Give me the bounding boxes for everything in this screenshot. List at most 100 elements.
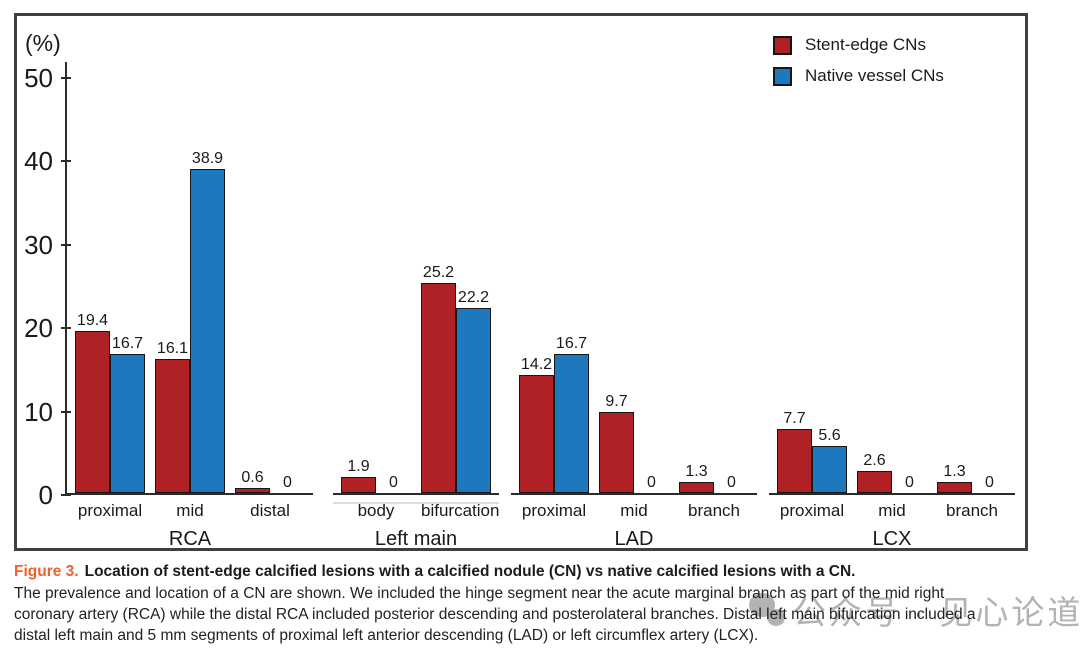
bar-pair: 19.4 16.7 xyxy=(75,312,145,493)
group-label: RCA xyxy=(168,528,212,550)
y-tick-label: 0 xyxy=(38,480,53,510)
bar-pair: 1.9 0 xyxy=(341,458,411,493)
bar xyxy=(190,168,225,493)
bar-column: 22.2 xyxy=(456,264,491,493)
bar xyxy=(554,353,589,493)
bar-column: 1.3 xyxy=(679,463,714,493)
bar xyxy=(679,482,714,493)
watermark: 公众号 · 见心论道 xyxy=(748,586,1080,634)
group-label: LAD xyxy=(614,528,654,550)
bar xyxy=(812,446,847,493)
y-axis-unit-label: (%) xyxy=(25,30,61,56)
y-tick-label: 10 xyxy=(24,396,53,427)
bar-column: 0 xyxy=(270,469,305,493)
bar-group-lad: 14.2 16.7 9.7 0 1.3 0 proximal mid branch LAD xyxy=(511,78,757,551)
bar-group-left-main: 1.9 0 25.2 22.2 body bifurcation Left main xyxy=(333,78,499,551)
category-label: mid xyxy=(620,501,648,520)
bar-column: 7.7 xyxy=(777,410,812,493)
bar-column: 16.7 xyxy=(110,312,145,493)
legend-item: Native vessel CNs xyxy=(773,66,944,86)
bar-pair: 2.6 0 xyxy=(857,452,927,493)
bar-column: 2.6 xyxy=(857,452,892,493)
bar-column: 0.6 xyxy=(235,469,270,493)
bar-value-label: 0.6 xyxy=(241,469,264,486)
bar-value-label: 16.7 xyxy=(555,334,588,352)
y-tick-mark xyxy=(61,494,71,496)
bar xyxy=(599,412,634,493)
y-tick-mark xyxy=(61,160,71,163)
bar-value-label: 16.1 xyxy=(156,339,189,357)
bar-column: 16.7 xyxy=(554,335,589,493)
legend: Stent-edge CNs Native vessel CNs xyxy=(773,35,944,97)
category-labels: proximal mid branch xyxy=(511,501,757,521)
bar-value-label: 38.9 xyxy=(191,149,224,167)
bar-value-label: 2.6 xyxy=(863,452,886,470)
bars-row: 19.4 16.7 16.1 38.9 0.6 0 xyxy=(67,78,313,495)
bar-value-label: 0 xyxy=(389,474,398,491)
bar xyxy=(937,482,972,493)
figure-title: Location of stent-edge calcified lesions… xyxy=(84,563,856,580)
y-tick-mark xyxy=(61,410,71,413)
bar-group-rca: 19.4 16.7 16.1 38.9 0.6 0 proximal mid distal RCA xyxy=(67,78,313,551)
bar-value-label: 0 xyxy=(727,474,736,491)
bar-column: 16.1 xyxy=(155,150,190,493)
bars-row: 7.7 5.6 2.6 0 1.3 0 xyxy=(769,78,1015,495)
bar-pair: 16.1 38.9 xyxy=(155,150,225,493)
y-tick-label: 30 xyxy=(24,229,53,260)
chat-bubbles-icon xyxy=(748,591,788,629)
group-underline xyxy=(333,502,499,504)
legend-item: Stent-edge CNs xyxy=(773,35,944,55)
bar-value-label: 0 xyxy=(283,474,292,491)
bar-value-label: 9.7 xyxy=(605,393,628,411)
bar-value-label: 19.4 xyxy=(76,312,109,330)
bar-group-lcx: 7.7 5.6 2.6 0 1.3 0 proximal mid branch LCX xyxy=(769,78,1015,551)
bar-column: 25.2 xyxy=(421,264,456,493)
bar-pair: 7.7 5.6 xyxy=(777,410,847,493)
plot-area: (%) 0 10 20 30 40 50 19.4 16.7 16.1 38.9 0.6 0 prox… xyxy=(24,30,1017,550)
category-label: mid xyxy=(176,501,204,520)
bar xyxy=(777,428,812,493)
bar-column: 0 xyxy=(714,463,749,493)
category-labels: body bifurcation xyxy=(333,501,500,521)
y-tick-mark xyxy=(61,77,71,79)
figure-caption: Figure 3. Location of stent-edge calcifie… xyxy=(14,561,1066,646)
y-tick-mark xyxy=(61,243,71,246)
bar xyxy=(857,471,892,493)
category-labels: proximal mid branch xyxy=(769,501,1015,521)
legend-swatch xyxy=(773,66,792,86)
bar xyxy=(421,282,456,493)
group-label: LCX xyxy=(872,528,912,550)
bar-value-label: 16.7 xyxy=(111,334,144,352)
legend-label: Stent-edge CNs xyxy=(805,35,926,54)
legend-label: Native vessel CNs xyxy=(805,66,944,85)
bar-value-label: 1.3 xyxy=(685,463,708,481)
y-tick-mark xyxy=(61,327,71,330)
legend-swatch xyxy=(773,35,792,55)
category-labels: proximal mid distal xyxy=(67,501,313,521)
bar-value-label: 0 xyxy=(905,474,914,491)
bars-row: 14.2 16.7 9.7 0 1.3 0 xyxy=(511,78,757,495)
bar-value-label: 14.2 xyxy=(520,355,553,373)
category-label: bifurcation xyxy=(421,501,500,520)
category-label: branch xyxy=(688,501,740,520)
bar-column: 1.9 xyxy=(341,458,376,493)
category-label: mid xyxy=(878,501,906,520)
bar-column: 9.7 xyxy=(599,393,634,493)
group-label: Left main xyxy=(374,528,458,550)
bar-groups: 19.4 16.7 16.1 38.9 0.6 0 proximal mid distal RCA… xyxy=(67,78,1015,551)
bar xyxy=(341,477,376,493)
bar xyxy=(519,374,554,493)
category-label: proximal xyxy=(521,501,587,520)
bar-pair: 25.2 22.2 xyxy=(421,264,491,493)
bar-column: 0 xyxy=(634,393,669,493)
bar-value-label: 1.3 xyxy=(943,463,966,481)
category-label: branch xyxy=(946,501,998,520)
y-tick-label: 40 xyxy=(24,146,53,177)
bar-value-label: 5.6 xyxy=(818,427,841,445)
bar-pair: 1.3 0 xyxy=(679,463,749,493)
y-axis-line xyxy=(65,62,67,495)
bar-pair: 14.2 16.7 xyxy=(519,335,589,493)
bar xyxy=(155,358,190,493)
bar-value-label: 0 xyxy=(647,474,656,491)
y-tick-label: 20 xyxy=(24,313,53,344)
